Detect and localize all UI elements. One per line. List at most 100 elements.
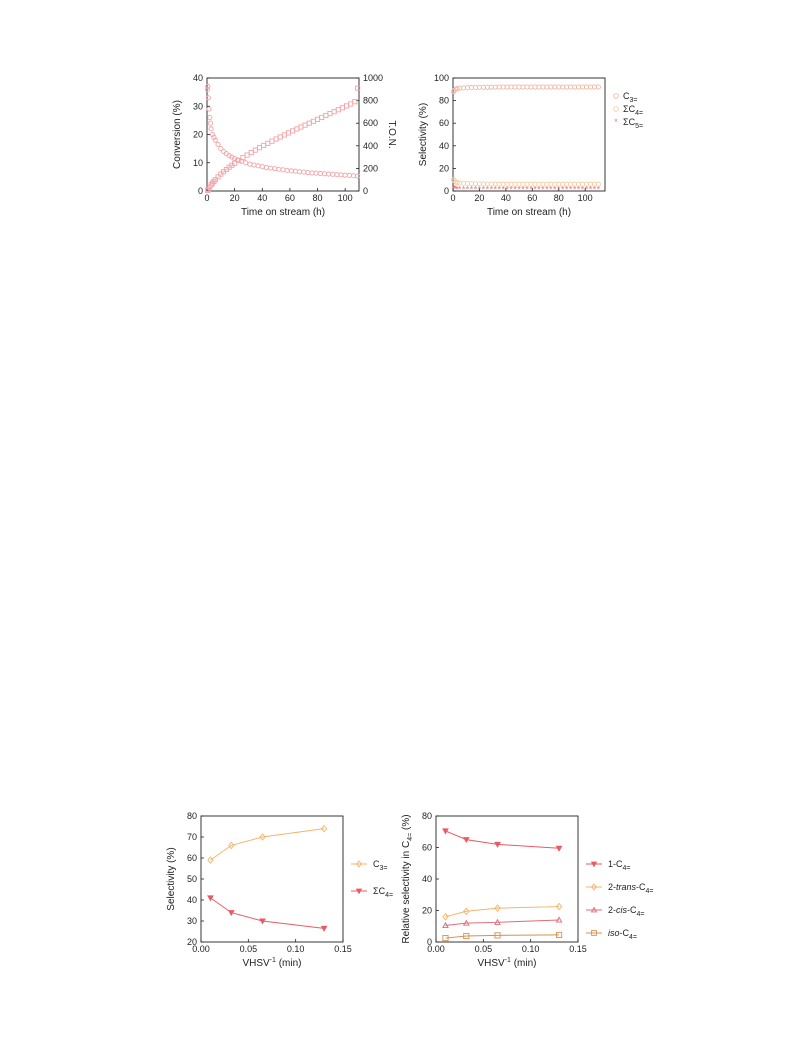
x-axis-label: VHSV-1 (min) [477, 957, 536, 969]
data-point [556, 931, 563, 938]
y-tick-label: 20 [439, 163, 449, 173]
data-point [454, 86, 460, 92]
data-point [207, 120, 214, 126]
data-point [243, 160, 249, 166]
legend-marker [590, 906, 598, 913]
data-point: * [557, 185, 561, 195]
data-point: * [561, 185, 565, 195]
y-tick-label: 70 [187, 832, 197, 842]
data-point [305, 170, 311, 176]
legend-label: 1-C4= [608, 859, 631, 872]
data-point: * [490, 185, 494, 195]
x-tick-label: 0.15 [569, 944, 587, 954]
y-tick-label: 40 [439, 141, 449, 151]
data-point: * [577, 185, 581, 195]
data-point [314, 116, 321, 122]
y-tick-label: 30 [187, 916, 197, 926]
data-point: * [533, 185, 537, 195]
y2-tick-label: 1000 [363, 73, 383, 83]
x-tick-label: 0.10 [287, 944, 305, 954]
data-point [313, 170, 319, 176]
data-point [494, 932, 501, 939]
data-point [494, 918, 501, 925]
y-tick-label: 10 [193, 158, 203, 168]
data-point [232, 160, 238, 166]
data-point [463, 907, 470, 916]
y-tick-label: 0 [444, 186, 449, 196]
data-point [269, 138, 275, 144]
y-tick-label: 20 [193, 130, 203, 140]
legend-entry: C3= [613, 91, 637, 104]
data-point [207, 115, 213, 121]
y2-axis-label: T.O.N. [386, 120, 397, 148]
data-point [268, 165, 274, 171]
data-point [297, 169, 303, 175]
data-point [259, 164, 265, 170]
legend-entry: ΣC4= [351, 886, 393, 899]
data-point: * [593, 185, 597, 195]
data-point [236, 157, 242, 164]
data-point [320, 824, 328, 833]
data-point [344, 103, 350, 109]
x-tick-label: 40 [257, 193, 267, 203]
x-tick-label: 0 [450, 193, 455, 203]
data-point: * [573, 185, 577, 195]
legend-label: C3= [373, 859, 387, 872]
series-0 [442, 828, 563, 852]
legend-entry: 2-trans-C4= [586, 882, 654, 895]
legend-marker [613, 106, 619, 112]
data-point [240, 155, 246, 161]
data-point [256, 145, 263, 151]
series-2: **** * * * * * * * * * * * * * * * * * * * * * * * * * * * * * * * * * * * * [452, 184, 601, 195]
x-tick-label: 0.15 [334, 944, 352, 954]
data-point [494, 904, 501, 912]
data-point [205, 95, 211, 101]
data-point [228, 841, 235, 850]
plot-frame [435, 815, 579, 943]
data-point [463, 932, 470, 940]
y-tick-label: 0 [427, 937, 432, 947]
y-tick-label: 40 [422, 874, 432, 884]
y-tick-label: 20 [422, 906, 432, 916]
data-point [555, 902, 563, 911]
data-point [331, 109, 337, 115]
y-tick-label: 30 [193, 101, 203, 111]
legend-marker [591, 883, 597, 891]
x-tick-label: 80 [554, 193, 564, 203]
y-tick-label: 60 [439, 118, 449, 128]
x-tick-label: 60 [527, 193, 537, 203]
plot-frame [200, 815, 344, 943]
y-tick-label: 40 [193, 73, 203, 83]
data-point: * [581, 185, 585, 195]
data-point [595, 181, 601, 187]
data-point: * [486, 185, 490, 195]
data-point [277, 134, 283, 140]
data-point [352, 99, 358, 105]
data-point: * [569, 185, 573, 195]
data-point [355, 85, 361, 91]
data-point [226, 153, 232, 159]
y-axis-label: Selectivity (%) [418, 103, 429, 166]
data-point [212, 177, 218, 183]
data-point [442, 921, 449, 928]
series-1 [442, 902, 563, 921]
y-tick-label: 80 [187, 811, 197, 821]
legend-entry: * ΣC5= [614, 117, 643, 130]
data-point [294, 126, 300, 132]
fig-bottom-left: 0.00 0.05 0.10 0.15 20 30 40 50 60 70 80 VHSV-1 (mi… [166, 811, 393, 969]
data-point: * [517, 185, 521, 195]
x-tick-label: 100 [578, 193, 593, 203]
x-tick-label: 100 [338, 193, 353, 203]
data-point [212, 137, 218, 143]
data-point [261, 142, 267, 149]
series-3 [442, 931, 563, 942]
fig-bottom-right: 0.00 0.05 0.10 0.15 0 20 40 60 80 VHSV-1 (min) Rel… [401, 811, 654, 969]
data-point [454, 179, 460, 186]
data-point [255, 163, 261, 169]
data-point [320, 925, 328, 932]
data-point [273, 136, 279, 142]
data-point [247, 161, 253, 167]
data-point [335, 107, 341, 113]
series-line [210, 828, 325, 861]
